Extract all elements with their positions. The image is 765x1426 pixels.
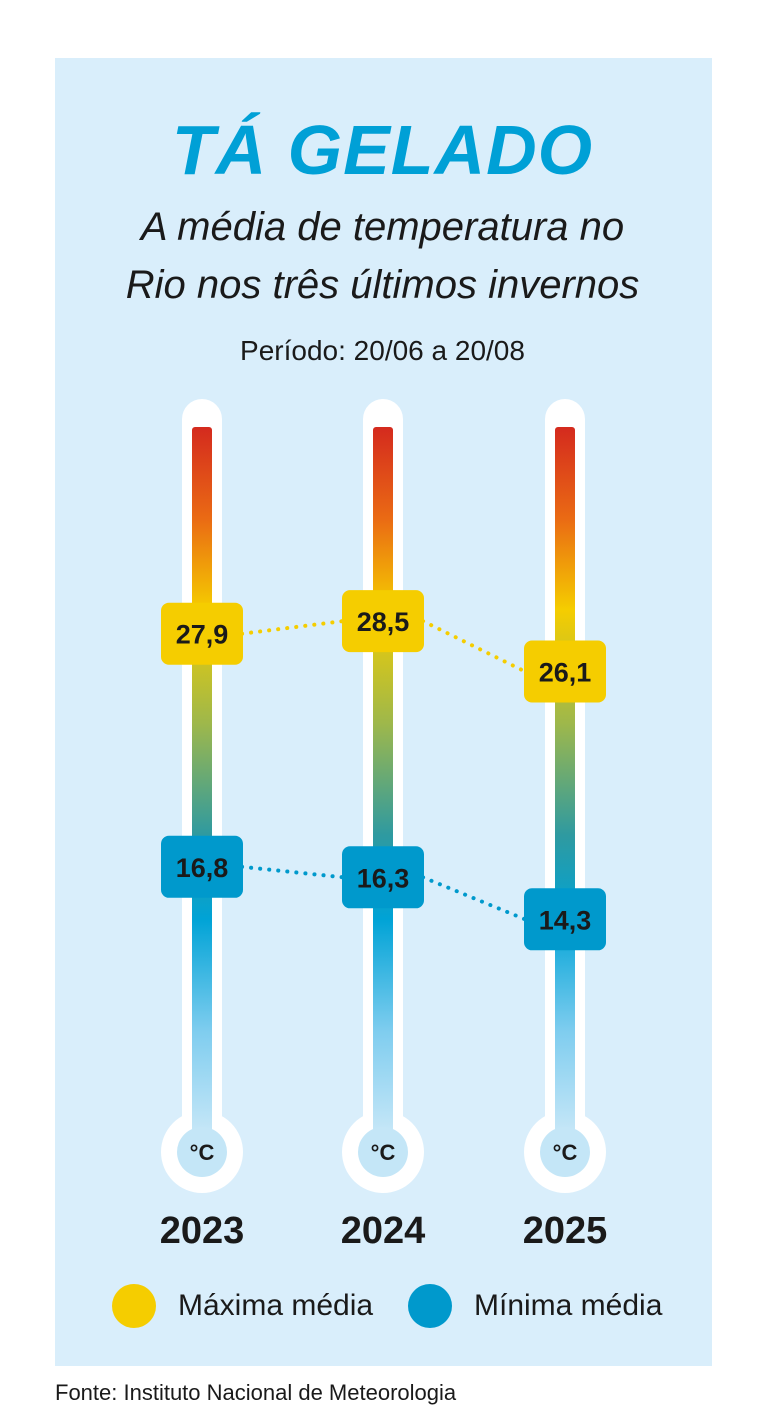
- legend-min-label: Mínima média: [474, 1289, 663, 1322]
- legend-min-dot: [408, 1284, 452, 1328]
- value-label-max-2023: 27,9: [176, 620, 229, 650]
- value-label-min-2025: 14,3: [539, 905, 592, 935]
- chart-title: TÁ GELADO: [171, 111, 594, 189]
- value-box-min-2024: [342, 846, 424, 909]
- connector-min-2024-2025: [421, 875, 527, 922]
- unit-label-2024: °C: [371, 1140, 396, 1165]
- value-box-max-2024: [342, 590, 424, 653]
- connector-max-2024-2025: [421, 619, 527, 674]
- value-label-min-2024: 16,3: [357, 863, 410, 893]
- thermometer-tube-2025: [555, 427, 575, 1142]
- value-box-min-2023: [161, 835, 243, 898]
- year-label-2023: 2023: [160, 1210, 245, 1252]
- subtitle-line-1: A média de temperatura no: [140, 205, 625, 249]
- value-label-max-2024: 28,5: [357, 607, 410, 637]
- legend-max-label: Máxima média: [178, 1289, 374, 1322]
- year-label-2024: 2024: [341, 1210, 426, 1252]
- source-note: Fonte: Instituto Nacional de Meteorologi…: [55, 1380, 457, 1405]
- thermometer-bulb-2025: [540, 1127, 590, 1177]
- value-label-max-2025: 26,1: [539, 658, 592, 688]
- value-box-max-2023: [161, 602, 243, 665]
- value-label-min-2023: 16,8: [176, 853, 229, 883]
- legend-item-min: Mínima média: [408, 1282, 662, 1330]
- subtitle-line-2: Rio nos três últimos invernos: [125, 263, 640, 307]
- unit-label-2025: °C: [553, 1140, 578, 1165]
- value-box-max-2025: [524, 640, 606, 703]
- period-label: Período: 20/06 a 20/08: [240, 335, 525, 366]
- value-box-min-2025: [524, 888, 606, 951]
- thermometer-bulb-2023: [177, 1127, 227, 1177]
- chart-subtitle: A média de temperatura no Rio nos três ú…: [0, 198, 765, 314]
- legend-item-max: Máxima média: [112, 1282, 373, 1330]
- unit-label-2023: °C: [190, 1140, 215, 1165]
- year-label-2025: 2025: [523, 1210, 608, 1252]
- thermometer-bulb-2024: [358, 1127, 408, 1177]
- connector-min-2023-2024: [240, 864, 345, 880]
- legend-max-dot: [112, 1284, 156, 1328]
- connector-max-2023-2024: [240, 619, 345, 636]
- thermometer-tube-2024: [373, 427, 393, 1142]
- thermometer-tube-2023: [192, 427, 212, 1142]
